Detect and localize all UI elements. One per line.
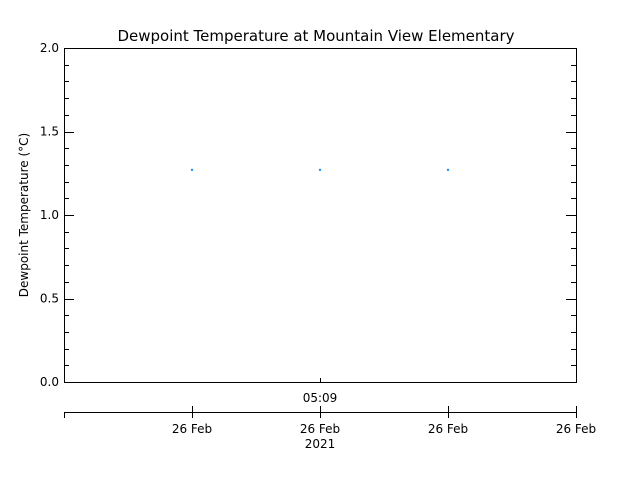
year-label: 2021 bbox=[305, 437, 336, 451]
data-point bbox=[319, 168, 321, 171]
chart-title: Dewpoint Temperature at Mountain View El… bbox=[117, 27, 514, 45]
data-points bbox=[191, 168, 449, 171]
x-tick-label: 26 Feb bbox=[172, 422, 212, 436]
plot-frame bbox=[64, 48, 577, 383]
x-tick-label: 26 Feb bbox=[428, 422, 468, 436]
data-point bbox=[447, 168, 449, 171]
data-point bbox=[191, 168, 193, 171]
y-axis-label: Dewpoint Temperature (°C) bbox=[17, 133, 31, 297]
x-tick-labels: 26 Feb 26 Feb 26 Feb 26 Feb bbox=[172, 422, 596, 436]
y-tick-label: 1.5 bbox=[40, 125, 59, 139]
y-tick-label: 2.0 bbox=[40, 41, 59, 55]
x-axis bbox=[64, 378, 577, 418]
x-tick-label: 26 Feb bbox=[556, 422, 596, 436]
x-tick-label: 26 Feb bbox=[300, 422, 340, 436]
y-tick-label: 0.5 bbox=[40, 292, 59, 306]
y-tick-label: 0.0 bbox=[40, 375, 59, 389]
y-axis bbox=[64, 48, 576, 383]
time-label: 05:09 bbox=[303, 391, 338, 405]
y-tick-label: 1.0 bbox=[40, 208, 59, 222]
y-tick-labels: 0.0 0.5 1.0 1.5 2.0 bbox=[40, 41, 59, 389]
